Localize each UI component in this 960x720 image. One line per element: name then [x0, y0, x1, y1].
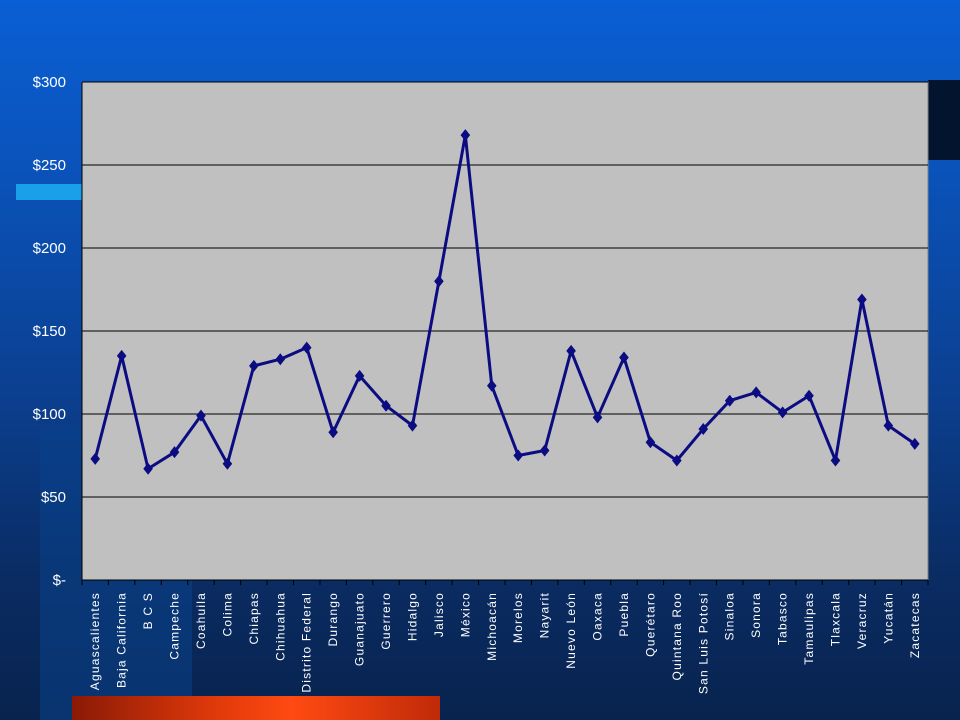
data-point-marker: [275, 353, 286, 366]
data-point-marker: [672, 454, 682, 467]
data-point-marker: [513, 449, 524, 462]
y-tick-label: $200: [33, 240, 66, 257]
data-point-marker: [486, 379, 497, 392]
x-tick-label: Guerrero: [379, 592, 393, 650]
x-tick-label: México: [458, 592, 472, 637]
y-tick-label: $150: [33, 323, 66, 340]
data-point-marker: [857, 293, 867, 306]
x-tick-label: Aguascalientes: [88, 592, 102, 690]
data-point-marker: [909, 437, 920, 450]
x-tick-label: San Luis Potosí: [696, 592, 710, 694]
y-tick-label: $100: [33, 406, 66, 423]
x-tick-label: Yucatán: [881, 592, 895, 644]
series-line: [93, 133, 916, 471]
x-axis-ticks: Aguascalientes Baja California B C S Campec…: [88, 592, 922, 694]
data-point-marker: [169, 446, 180, 459]
x-tick-label: Jalisco: [432, 592, 446, 637]
x-tick-label: Tabasco: [776, 592, 790, 645]
data-point-marker: [645, 436, 656, 449]
data-point-marker: [301, 341, 312, 354]
data-point-marker: [751, 386, 761, 399]
data-point-marker: [196, 409, 206, 422]
x-tick-label: Guanajuato: [353, 592, 367, 666]
y-tick-label: $250: [33, 157, 66, 174]
data-point-marker: [698, 422, 709, 435]
data-point-marker: [592, 411, 603, 424]
x-tick-label: Campeche: [168, 592, 182, 660]
x-tick-label: Nayarit: [538, 592, 552, 638]
gridlines: [81, 81, 929, 585]
x-tick-label: Colima: [220, 592, 234, 637]
x-tick-label: Distrito Federal: [300, 592, 314, 693]
data-point-marker: [407, 419, 418, 432]
data-point-marker: [249, 359, 259, 372]
data-point-marker: [116, 349, 127, 362]
x-tick-label: Querétaro: [643, 592, 657, 657]
data-point-marker: [830, 454, 841, 467]
x-tick-label: Hidalgo: [405, 592, 419, 641]
data-point-marker: [143, 462, 153, 475]
data-point-marker: [619, 351, 629, 364]
data-point-marker: [460, 129, 471, 142]
decorative-red-bar: [72, 696, 440, 720]
decorative-cyan-bar: [16, 184, 86, 200]
y-tick-label: $-: [53, 572, 66, 589]
data-point-marker: [804, 389, 814, 402]
data-point-marker: [381, 399, 391, 412]
x-tick-label: Sinaloa: [723, 592, 737, 640]
x-tick-label: Durango: [326, 592, 340, 646]
data-point-marker: [328, 426, 338, 439]
x-tick-label: Quintana Roo: [670, 592, 684, 680]
data-point-marker: [354, 369, 365, 382]
series-markers: [90, 129, 920, 475]
x-tick-label: Nuevo León: [564, 592, 578, 669]
data-point-marker: [90, 452, 101, 465]
y-tick-label: $300: [33, 74, 66, 91]
data-point-marker: [434, 275, 444, 288]
x-tick-label: Tamaulipas: [802, 592, 816, 665]
data-point-marker: [777, 406, 788, 419]
x-tick-label: Chihuahua: [273, 592, 287, 661]
x-tick-label: Baja California: [115, 592, 129, 688]
y-axis-ticks: $- $50 $100 $150 $200 $250 $300: [33, 74, 66, 589]
data-point-marker: [566, 344, 576, 357]
data-point-marker: [222, 457, 233, 470]
data-point-marker: [539, 444, 550, 457]
data-point-marker: [883, 419, 894, 432]
x-tick-label: Zacatecas: [908, 592, 922, 658]
x-tick-label: Chiapas: [247, 592, 261, 644]
data-point-marker: [724, 394, 735, 407]
x-tick-label: Veracruz: [855, 592, 869, 649]
x-tick-label: Michoacán: [485, 592, 499, 661]
x-tick-label: Tlaxcala: [828, 592, 842, 646]
series-line-layer: [93, 133, 916, 471]
x-tick-label: Oaxaca: [591, 592, 605, 641]
y-tick-label: $50: [41, 489, 66, 506]
x-tick-label: Sonora: [749, 592, 763, 638]
x-tick-label: Puebla: [617, 592, 631, 637]
decorative-dark-block: [928, 80, 960, 160]
x-tick-label: Coahuila: [194, 592, 208, 649]
x-tick-label: B C S: [141, 592, 155, 629]
x-tick-label: Morelos: [511, 592, 525, 643]
